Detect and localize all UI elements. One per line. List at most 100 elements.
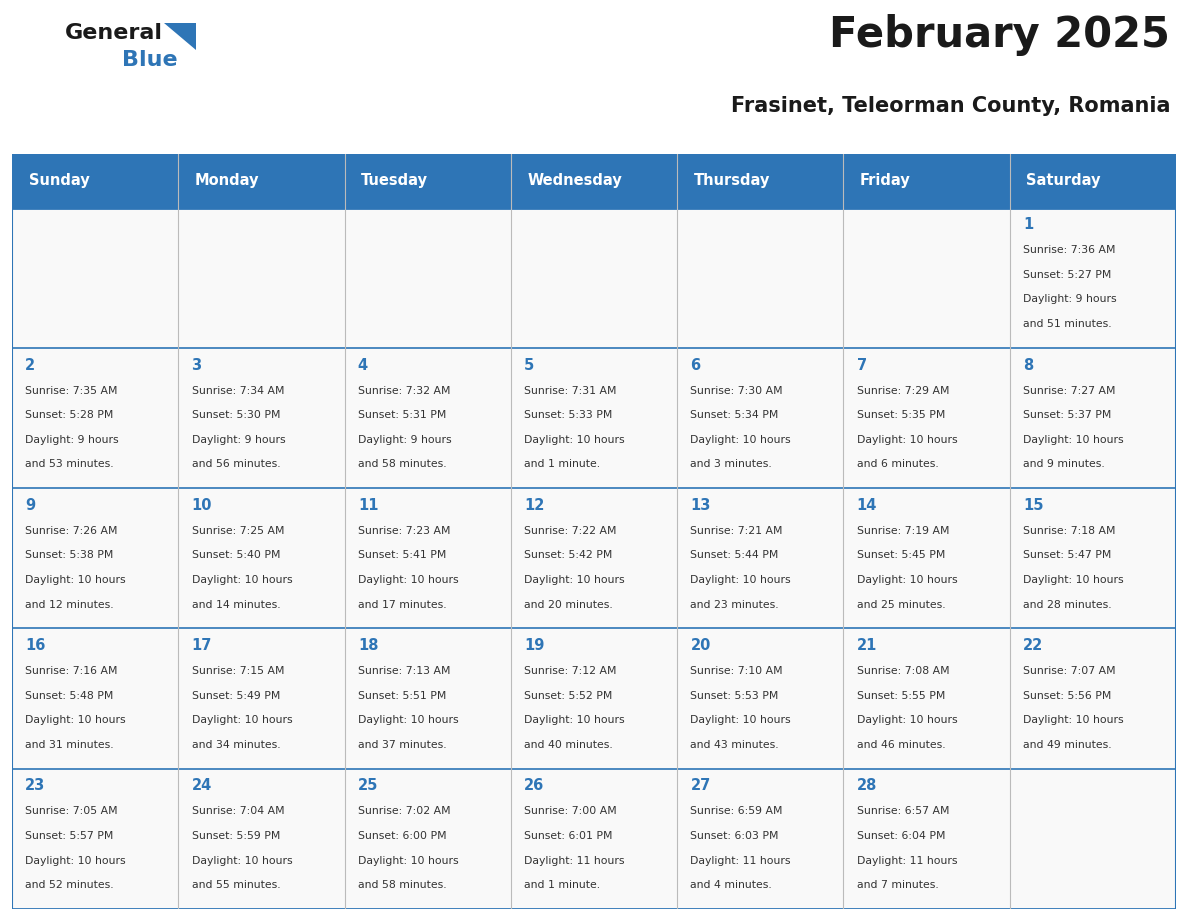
Text: 14: 14	[857, 498, 877, 513]
Text: Daylight: 10 hours: Daylight: 10 hours	[690, 435, 791, 444]
Text: Sunrise: 7:26 AM: Sunrise: 7:26 AM	[25, 526, 118, 536]
Text: Sunrise: 7:07 AM: Sunrise: 7:07 AM	[1023, 666, 1116, 677]
Text: February 2025: February 2025	[829, 14, 1170, 56]
Text: Sunrise: 7:27 AM: Sunrise: 7:27 AM	[1023, 386, 1116, 396]
Text: and 51 minutes.: and 51 minutes.	[1023, 319, 1112, 329]
Text: and 53 minutes.: and 53 minutes.	[25, 459, 114, 469]
Text: Sunrise: 7:02 AM: Sunrise: 7:02 AM	[358, 806, 450, 816]
Text: Thursday: Thursday	[694, 174, 770, 188]
Text: Sunrise: 7:16 AM: Sunrise: 7:16 AM	[25, 666, 118, 677]
Bar	[12, 348, 1176, 488]
Text: Sunrise: 7:31 AM: Sunrise: 7:31 AM	[524, 386, 617, 396]
Text: and 34 minutes.: and 34 minutes.	[191, 740, 280, 750]
Text: Daylight: 11 hours: Daylight: 11 hours	[690, 856, 791, 866]
Text: Sunset: 5:53 PM: Sunset: 5:53 PM	[690, 690, 779, 700]
Text: and 40 minutes.: and 40 minutes.	[524, 740, 613, 750]
Text: Sunrise: 7:15 AM: Sunrise: 7:15 AM	[191, 666, 284, 677]
Text: Daylight: 10 hours: Daylight: 10 hours	[690, 715, 791, 725]
Text: and 4 minutes.: and 4 minutes.	[690, 880, 772, 890]
Text: 2: 2	[25, 358, 36, 373]
Text: Sunrise: 7:35 AM: Sunrise: 7:35 AM	[25, 386, 118, 396]
Text: Monday: Monday	[195, 174, 259, 188]
Text: Sunset: 5:51 PM: Sunset: 5:51 PM	[358, 690, 447, 700]
Text: 26: 26	[524, 778, 544, 793]
Bar	[12, 154, 1176, 207]
Text: and 14 minutes.: and 14 minutes.	[191, 599, 280, 610]
Text: 10: 10	[191, 498, 211, 513]
Text: and 17 minutes.: and 17 minutes.	[358, 599, 447, 610]
Text: Daylight: 10 hours: Daylight: 10 hours	[358, 575, 459, 585]
Text: and 49 minutes.: and 49 minutes.	[1023, 740, 1112, 750]
Bar	[12, 207, 1176, 348]
Text: Frasinet, Teleorman County, Romania: Frasinet, Teleorman County, Romania	[731, 96, 1170, 117]
Text: 25: 25	[358, 778, 378, 793]
Text: Sunrise: 7:21 AM: Sunrise: 7:21 AM	[690, 526, 783, 536]
Text: 8: 8	[1023, 358, 1034, 373]
Text: Daylight: 10 hours: Daylight: 10 hours	[25, 715, 126, 725]
Text: Sunrise: 7:32 AM: Sunrise: 7:32 AM	[358, 386, 450, 396]
Text: Sunrise: 7:19 AM: Sunrise: 7:19 AM	[857, 526, 949, 536]
Text: Sunset: 6:04 PM: Sunset: 6:04 PM	[857, 831, 946, 841]
Text: Sunrise: 7:13 AM: Sunrise: 7:13 AM	[358, 666, 450, 677]
Text: and 43 minutes.: and 43 minutes.	[690, 740, 779, 750]
Text: Daylight: 10 hours: Daylight: 10 hours	[524, 575, 625, 585]
Text: Sunset: 5:57 PM: Sunset: 5:57 PM	[25, 831, 114, 841]
Text: Daylight: 9 hours: Daylight: 9 hours	[358, 435, 451, 444]
Text: 1: 1	[1023, 218, 1034, 232]
Text: Sunrise: 7:08 AM: Sunrise: 7:08 AM	[857, 666, 949, 677]
Bar	[12, 628, 1176, 768]
Text: Sunrise: 7:30 AM: Sunrise: 7:30 AM	[690, 386, 783, 396]
Text: Sunrise: 7:29 AM: Sunrise: 7:29 AM	[857, 386, 949, 396]
Text: Sunset: 5:52 PM: Sunset: 5:52 PM	[524, 690, 613, 700]
Text: Sunset: 5:38 PM: Sunset: 5:38 PM	[25, 551, 114, 561]
Text: Wednesday: Wednesday	[527, 174, 623, 188]
Text: Sunset: 5:33 PM: Sunset: 5:33 PM	[524, 410, 613, 420]
Text: Sunrise: 7:05 AM: Sunrise: 7:05 AM	[25, 806, 118, 816]
Text: and 55 minutes.: and 55 minutes.	[191, 880, 280, 890]
Text: Daylight: 10 hours: Daylight: 10 hours	[524, 435, 625, 444]
Text: 27: 27	[690, 778, 710, 793]
Text: and 23 minutes.: and 23 minutes.	[690, 599, 779, 610]
Text: 21: 21	[857, 638, 877, 653]
Text: Sunrise: 7:25 AM: Sunrise: 7:25 AM	[191, 526, 284, 536]
Text: Sunset: 5:55 PM: Sunset: 5:55 PM	[857, 690, 946, 700]
Text: and 3 minutes.: and 3 minutes.	[690, 459, 772, 469]
Text: 7: 7	[857, 358, 867, 373]
Text: and 25 minutes.: and 25 minutes.	[857, 599, 946, 610]
Text: Daylight: 10 hours: Daylight: 10 hours	[25, 856, 126, 866]
Text: Sunset: 5:40 PM: Sunset: 5:40 PM	[191, 551, 280, 561]
Text: Sunset: 5:48 PM: Sunset: 5:48 PM	[25, 690, 114, 700]
Text: Daylight: 10 hours: Daylight: 10 hours	[191, 575, 292, 585]
Text: and 12 minutes.: and 12 minutes.	[25, 599, 114, 610]
Text: Daylight: 9 hours: Daylight: 9 hours	[1023, 295, 1117, 305]
Text: Sunset: 5:44 PM: Sunset: 5:44 PM	[690, 551, 779, 561]
Text: Daylight: 10 hours: Daylight: 10 hours	[857, 575, 958, 585]
Text: Sunset: 6:03 PM: Sunset: 6:03 PM	[690, 831, 779, 841]
Text: Sunset: 5:37 PM: Sunset: 5:37 PM	[1023, 410, 1112, 420]
Text: Daylight: 10 hours: Daylight: 10 hours	[191, 715, 292, 725]
Text: Daylight: 10 hours: Daylight: 10 hours	[1023, 575, 1124, 585]
Text: 17: 17	[191, 638, 211, 653]
Text: 11: 11	[358, 498, 378, 513]
Text: Sunset: 6:00 PM: Sunset: 6:00 PM	[358, 831, 447, 841]
Text: Daylight: 10 hours: Daylight: 10 hours	[857, 715, 958, 725]
Text: Sunrise: 7:34 AM: Sunrise: 7:34 AM	[191, 386, 284, 396]
Text: Tuesday: Tuesday	[361, 174, 428, 188]
Text: and 20 minutes.: and 20 minutes.	[524, 599, 613, 610]
Text: Sunrise: 7:12 AM: Sunrise: 7:12 AM	[524, 666, 617, 677]
Text: 12: 12	[524, 498, 544, 513]
Text: 19: 19	[524, 638, 544, 653]
Text: Sunset: 6:01 PM: Sunset: 6:01 PM	[524, 831, 613, 841]
Text: Sunset: 5:59 PM: Sunset: 5:59 PM	[191, 831, 280, 841]
Text: Daylight: 10 hours: Daylight: 10 hours	[524, 715, 625, 725]
Text: Sunset: 5:41 PM: Sunset: 5:41 PM	[358, 551, 447, 561]
Text: Sunrise: 7:04 AM: Sunrise: 7:04 AM	[191, 806, 284, 816]
Text: Sunset: 5:27 PM: Sunset: 5:27 PM	[1023, 270, 1112, 280]
Text: and 1 minute.: and 1 minute.	[524, 459, 600, 469]
Text: Daylight: 10 hours: Daylight: 10 hours	[358, 715, 459, 725]
Text: 15: 15	[1023, 498, 1043, 513]
Text: Sunset: 5:35 PM: Sunset: 5:35 PM	[857, 410, 946, 420]
Text: Blue: Blue	[122, 50, 178, 71]
Text: Daylight: 10 hours: Daylight: 10 hours	[857, 435, 958, 444]
Text: Sunrise: 7:18 AM: Sunrise: 7:18 AM	[1023, 526, 1116, 536]
